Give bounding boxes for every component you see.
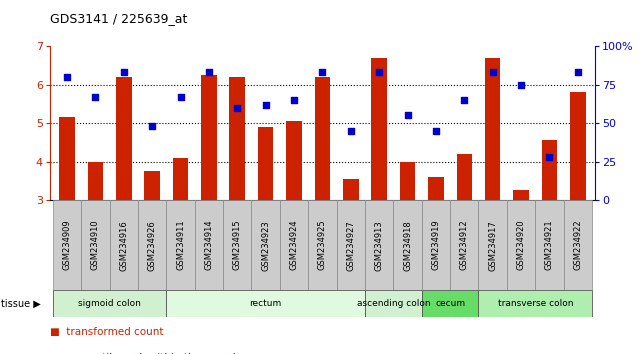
Bar: [138, 200, 167, 290]
Bar: [507, 200, 535, 290]
Text: GSM234917: GSM234917: [488, 220, 497, 270]
Bar: [280, 200, 308, 290]
Point: [260, 102, 271, 107]
Bar: [229, 77, 245, 200]
Point: [119, 69, 129, 75]
Point: [431, 128, 441, 133]
Text: GSM234925: GSM234925: [318, 220, 327, 270]
Text: GSM234910: GSM234910: [91, 220, 100, 270]
Bar: [371, 58, 387, 200]
Bar: [478, 290, 592, 317]
Text: GSM234916: GSM234916: [119, 220, 128, 270]
Text: ■  percentile rank within the sample: ■ percentile rank within the sample: [50, 353, 242, 354]
Text: GSM234921: GSM234921: [545, 220, 554, 270]
Point: [147, 123, 157, 129]
Point: [232, 105, 242, 110]
Bar: [400, 161, 415, 200]
Text: GSM234926: GSM234926: [147, 220, 156, 270]
Bar: [88, 161, 103, 200]
Text: GSM234911: GSM234911: [176, 220, 185, 270]
Text: GSM234922: GSM234922: [573, 220, 582, 270]
Text: GSM234918: GSM234918: [403, 220, 412, 270]
Text: GSM234924: GSM234924: [290, 220, 299, 270]
Text: rectum: rectum: [249, 299, 282, 308]
Bar: [81, 200, 110, 290]
Text: GSM234920: GSM234920: [517, 220, 526, 270]
Text: GSM234915: GSM234915: [233, 220, 242, 270]
Point: [176, 94, 186, 100]
Bar: [394, 200, 422, 290]
Text: GSM234913: GSM234913: [375, 220, 384, 270]
Bar: [478, 200, 507, 290]
Bar: [365, 200, 394, 290]
Bar: [53, 290, 167, 317]
Bar: [343, 179, 358, 200]
Point: [289, 97, 299, 103]
Point: [403, 113, 413, 118]
Point: [345, 128, 356, 133]
Bar: [422, 200, 450, 290]
Bar: [251, 200, 280, 290]
Bar: [195, 200, 223, 290]
Bar: [428, 177, 444, 200]
Bar: [542, 140, 557, 200]
Bar: [337, 200, 365, 290]
Text: GSM234909: GSM234909: [63, 220, 72, 270]
Bar: [513, 190, 529, 200]
Bar: [144, 171, 160, 200]
Bar: [59, 117, 75, 200]
Point: [317, 69, 328, 75]
Point: [459, 97, 469, 103]
Text: GSM234923: GSM234923: [261, 220, 270, 270]
Text: GSM234919: GSM234919: [431, 220, 440, 270]
Bar: [563, 200, 592, 290]
Bar: [53, 200, 81, 290]
Text: GSM234914: GSM234914: [204, 220, 213, 270]
Bar: [450, 200, 478, 290]
Bar: [570, 92, 586, 200]
Point: [488, 69, 498, 75]
Point: [572, 69, 583, 75]
Bar: [201, 75, 217, 200]
Bar: [258, 127, 274, 200]
Text: GSM234912: GSM234912: [460, 220, 469, 270]
Bar: [365, 290, 422, 317]
Bar: [422, 290, 478, 317]
Bar: [223, 200, 251, 290]
Point: [374, 69, 385, 75]
Text: ■  transformed count: ■ transformed count: [50, 327, 163, 337]
Bar: [172, 158, 188, 200]
Bar: [167, 290, 365, 317]
Bar: [110, 200, 138, 290]
Bar: [116, 77, 131, 200]
Text: GSM234927: GSM234927: [346, 220, 355, 270]
Point: [516, 82, 526, 87]
Text: ascending colon: ascending colon: [356, 299, 430, 308]
Text: cecum: cecum: [435, 299, 465, 308]
Bar: [535, 200, 563, 290]
Text: tissue ▶: tissue ▶: [1, 298, 41, 309]
Bar: [456, 154, 472, 200]
Point: [62, 74, 72, 80]
Bar: [485, 58, 501, 200]
Text: transverse colon: transverse colon: [497, 299, 573, 308]
Text: GDS3141 / 225639_at: GDS3141 / 225639_at: [50, 12, 187, 25]
Point: [544, 154, 554, 160]
Bar: [287, 121, 302, 200]
Point: [90, 94, 101, 100]
Bar: [308, 200, 337, 290]
Point: [204, 69, 214, 75]
Text: sigmoid colon: sigmoid colon: [78, 299, 141, 308]
Bar: [167, 200, 195, 290]
Bar: [315, 77, 330, 200]
